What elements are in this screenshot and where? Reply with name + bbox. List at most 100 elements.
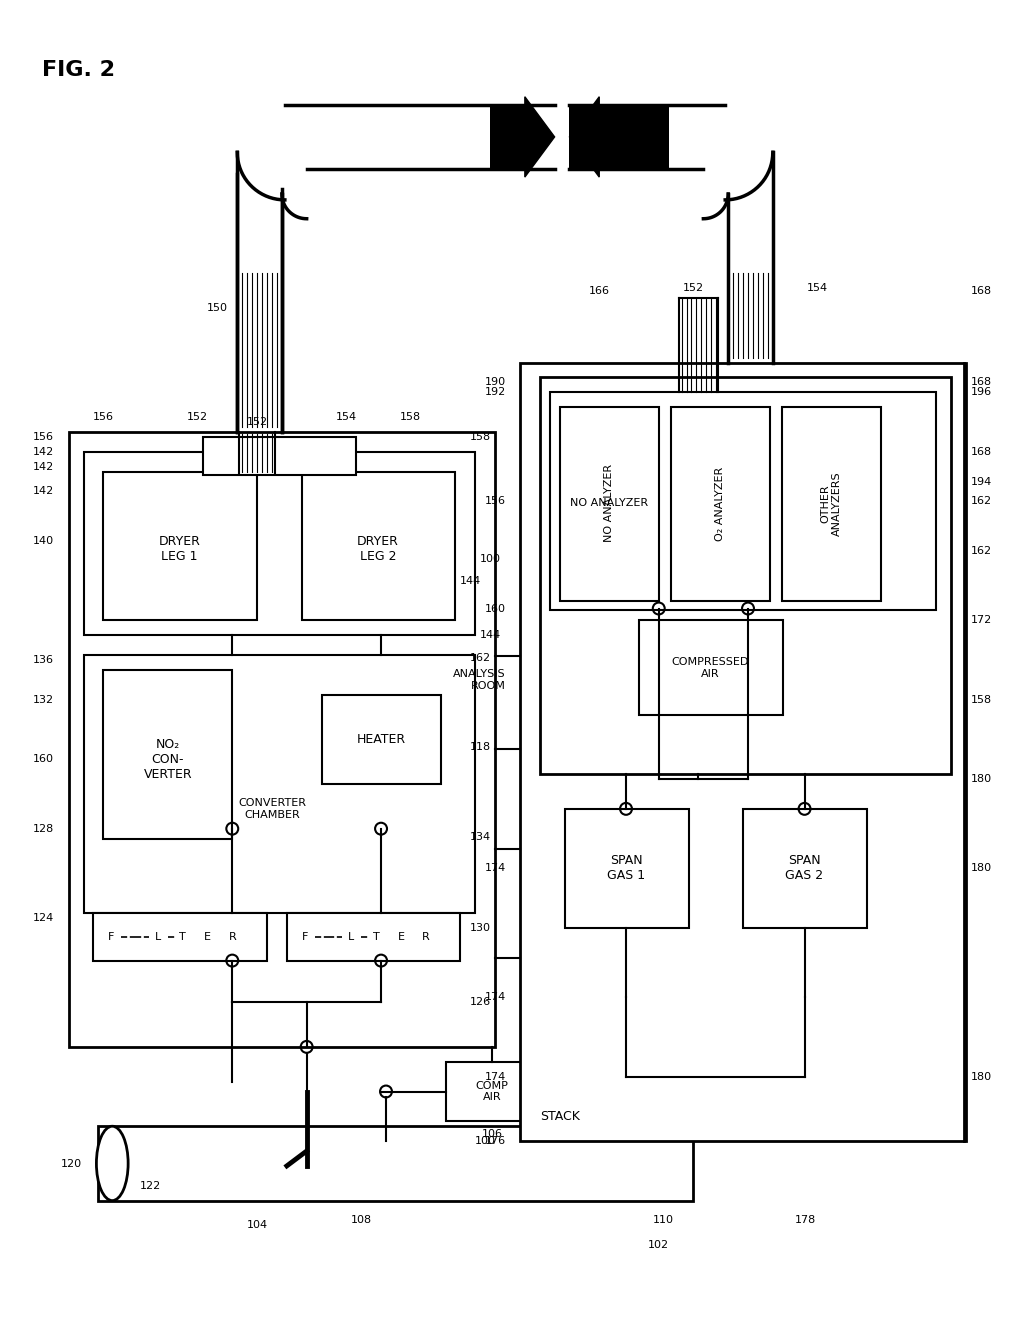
Bar	[569, 105, 669, 169]
Text: T: T	[180, 931, 186, 942]
Text: 180: 180	[971, 863, 993, 874]
Text: 104: 104	[247, 1221, 268, 1230]
Text: 100: 100	[480, 553, 500, 564]
Text: 168: 168	[971, 287, 993, 296]
Text: COMPRESSED
AIR: COMPRESSED AIR	[672, 657, 749, 679]
Text: 126: 126	[470, 997, 491, 1008]
Text: 180: 180	[971, 1072, 993, 1081]
Text: 162: 162	[971, 496, 993, 507]
Text: 102: 102	[649, 1241, 669, 1250]
Text: 166: 166	[589, 287, 610, 296]
Text: 174: 174	[485, 1072, 506, 1081]
Bar	[638, 620, 783, 714]
Text: E: E	[204, 931, 211, 942]
Text: 142: 142	[32, 446, 54, 457]
Text: OTHER
ANALYZERS: OTHER ANALYZERS	[820, 472, 842, 536]
Text: SPAN
GAS 1: SPAN GAS 1	[607, 855, 646, 882]
Text: NO ANALYZER: NO ANALYZER	[604, 465, 614, 543]
Text: 154: 154	[336, 413, 357, 422]
Text: 142: 142	[32, 462, 54, 472]
Bar	[83, 655, 475, 913]
Text: 152: 152	[187, 413, 208, 422]
Text: NO₂
CON-
VERTER: NO₂ CON- VERTER	[143, 738, 192, 781]
Text: 140: 140	[32, 536, 54, 547]
Text: L: L	[348, 931, 354, 942]
Text: 160: 160	[32, 754, 54, 764]
Bar	[490, 105, 525, 169]
Bar	[540, 378, 951, 775]
Bar	[559, 407, 659, 600]
Bar	[83, 452, 475, 635]
Bar	[69, 431, 495, 1047]
Text: STACK: STACK	[540, 1110, 580, 1123]
Text: 132: 132	[32, 694, 54, 705]
Bar	[301, 472, 456, 620]
Text: 192: 192	[485, 387, 506, 397]
Text: L: L	[154, 931, 161, 942]
Text: 156: 156	[92, 413, 114, 422]
Text: 152: 152	[247, 417, 268, 427]
Text: F: F	[301, 931, 308, 942]
Text: 174: 174	[485, 993, 506, 1002]
Text: 158: 158	[400, 413, 421, 422]
Text: 122: 122	[140, 1181, 161, 1191]
Text: 152: 152	[683, 283, 704, 293]
Text: 168: 168	[971, 446, 993, 457]
Text: 100: 100	[475, 1136, 496, 1146]
Text: 190: 190	[485, 378, 506, 387]
Text: 150: 150	[207, 303, 228, 314]
Text: T: T	[373, 931, 380, 942]
Bar	[287, 913, 461, 961]
Text: 106: 106	[482, 1130, 502, 1139]
Text: 158: 158	[470, 431, 491, 442]
Text: 128: 128	[32, 824, 54, 833]
Bar	[203, 437, 356, 474]
Text: 156: 156	[32, 431, 54, 442]
Bar	[98, 1126, 693, 1201]
Text: CONVERTER
CHAMBER: CONVERTER CHAMBER	[238, 799, 306, 820]
Text: 180: 180	[971, 775, 993, 784]
Polygon shape	[525, 96, 554, 177]
Bar	[446, 1061, 540, 1122]
Text: NO ANALYZER: NO ANALYZER	[570, 498, 649, 508]
Text: 110: 110	[654, 1215, 674, 1226]
Text: 144: 144	[460, 576, 481, 586]
Bar	[671, 407, 769, 600]
Text: ANALYSIS
ROOM: ANALYSIS ROOM	[454, 669, 506, 690]
Text: O₂ ANALYZER: O₂ ANALYZER	[716, 466, 726, 540]
Text: 124: 124	[32, 913, 54, 923]
Bar	[743, 809, 867, 927]
Text: 108: 108	[350, 1215, 371, 1226]
Polygon shape	[569, 96, 599, 177]
Text: 174: 174	[485, 863, 506, 874]
Text: 120: 120	[61, 1159, 81, 1168]
Text: 196: 196	[971, 387, 993, 397]
Text: 154: 154	[807, 283, 828, 293]
Text: 142: 142	[32, 486, 54, 497]
Text: DRYER
LEG 1: DRYER LEG 1	[158, 535, 201, 563]
Text: HEATER: HEATER	[356, 733, 406, 746]
Bar	[322, 695, 441, 784]
Bar	[104, 472, 257, 620]
Text: FIG. 2: FIG. 2	[42, 60, 115, 80]
Text: F: F	[108, 931, 115, 942]
Text: R: R	[422, 931, 429, 942]
Ellipse shape	[96, 1126, 128, 1201]
Text: 168: 168	[971, 378, 993, 387]
Text: 134: 134	[470, 832, 491, 842]
Bar	[93, 913, 267, 961]
Text: E: E	[398, 931, 404, 942]
Bar	[564, 809, 688, 927]
Text: R: R	[228, 931, 236, 942]
Text: 178: 178	[795, 1215, 816, 1226]
Text: 130: 130	[470, 923, 491, 933]
Bar	[550, 393, 937, 611]
Text: 144: 144	[479, 630, 500, 641]
Bar	[104, 670, 232, 839]
Text: 160: 160	[485, 603, 506, 614]
Bar	[782, 407, 881, 600]
Text: 176: 176	[485, 1136, 506, 1146]
Text: 194: 194	[971, 477, 993, 486]
Text: 162: 162	[971, 545, 993, 556]
Bar	[520, 363, 966, 1142]
